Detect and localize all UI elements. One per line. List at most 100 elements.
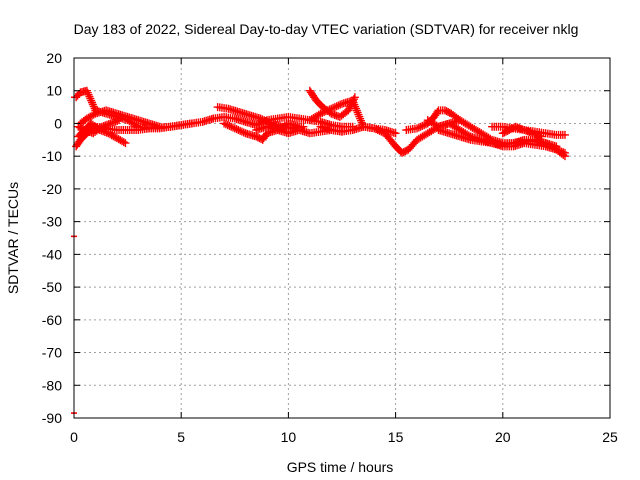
data-point [418, 121, 427, 130]
data-point [260, 116, 269, 125]
x-tick-label: 25 [602, 429, 618, 445]
data-point [344, 106, 353, 115]
data-point [229, 123, 238, 132]
data-point [232, 125, 241, 134]
data-point [330, 103, 339, 112]
data-point [82, 86, 91, 95]
x-tick-label: 20 [495, 429, 511, 445]
data-point [327, 104, 336, 113]
data-point [325, 105, 334, 114]
data-point [377, 127, 386, 136]
data-point [332, 102, 341, 111]
data-point [234, 126, 243, 134]
data-point [537, 132, 546, 141]
axis-ticks: 0 5 10 15 20 25 20 10 0 -10 -20 -30 -40 -50 -60 -70 -80 -… [42, 50, 618, 445]
data-point [225, 121, 234, 130]
y-tick-label: -10 [42, 148, 62, 164]
y-tick-label: 0 [54, 115, 62, 131]
data-point [263, 117, 272, 126]
data-point [89, 102, 98, 111]
y-tick-label: -50 [42, 279, 62, 295]
data-point [86, 94, 95, 103]
data-point [106, 130, 115, 139]
data-point [239, 128, 248, 137]
data-point [83, 88, 92, 97]
y-tick-label: -90 [42, 410, 62, 426]
y-axis-label: SDTVAR / TECUs [5, 182, 21, 294]
y-tick-label: -20 [42, 181, 62, 197]
data-point [320, 108, 329, 116]
y-tick-label: -60 [42, 312, 62, 328]
data-point [314, 110, 323, 119]
x-tick-label: 5 [177, 429, 185, 445]
y-tick-label: -70 [42, 345, 62, 361]
data-point [221, 120, 230, 129]
data-point [114, 135, 123, 144]
data-point [371, 125, 380, 134]
data-point [104, 129, 113, 138]
data-point [323, 106, 332, 115]
data-point [321, 107, 330, 116]
data-point [88, 100, 97, 109]
chart-title: Day 183 of 2022, Sidereal Day-to-day VTE… [74, 21, 579, 37]
grid [74, 58, 610, 418]
data-point [85, 92, 94, 101]
data-point [220, 119, 229, 128]
data-points [71, 86, 569, 414]
data-point [96, 124, 105, 133]
data-point [316, 109, 325, 118]
data-point [116, 136, 125, 145]
data-point [112, 134, 121, 143]
x-tick-label: 15 [388, 429, 404, 445]
data-point [237, 127, 246, 136]
data-point [414, 123, 423, 132]
data-point [227, 122, 236, 131]
data-point [87, 96, 96, 105]
data-point [84, 113, 93, 122]
data-point [261, 117, 270, 125]
data-point [109, 132, 118, 141]
data-point [119, 138, 128, 147]
data-point [416, 122, 425, 131]
data-point [187, 119, 196, 128]
y-tick-label: -40 [42, 246, 62, 262]
data-point [318, 108, 327, 117]
data-point [88, 98, 97, 107]
data-point [84, 90, 93, 99]
data-point [223, 121, 232, 130]
data-point [89, 110, 98, 119]
x-tick-label: 0 [70, 429, 78, 445]
plot-frame [73, 57, 611, 419]
data-point [265, 118, 274, 127]
y-tick-label: -80 [42, 377, 62, 393]
data-point [121, 139, 130, 148]
data-point [82, 114, 91, 123]
data-point [420, 121, 429, 130]
data-point [370, 124, 379, 133]
data-point [258, 115, 267, 124]
x-tick-label: 10 [281, 429, 297, 445]
data-point [107, 131, 116, 140]
y-tick-label: 20 [46, 50, 62, 66]
y-tick-label: 10 [46, 83, 62, 99]
data-point [413, 124, 422, 133]
data-point [236, 126, 245, 135]
data-point [375, 126, 384, 135]
data-point [111, 133, 120, 142]
y-tick-label: -30 [42, 214, 62, 230]
data-point [334, 101, 343, 110]
data-point [230, 124, 239, 133]
data-point [552, 142, 561, 151]
data-point [86, 112, 95, 121]
x-axis-label: GPS time / hours [287, 459, 394, 475]
data-point [329, 103, 338, 112]
data-point [118, 137, 127, 146]
data-point [373, 126, 382, 134]
data-point [560, 148, 569, 157]
data-point [336, 100, 345, 109]
data-point [560, 130, 569, 139]
data-point [88, 111, 97, 120]
data-point [256, 114, 265, 123]
